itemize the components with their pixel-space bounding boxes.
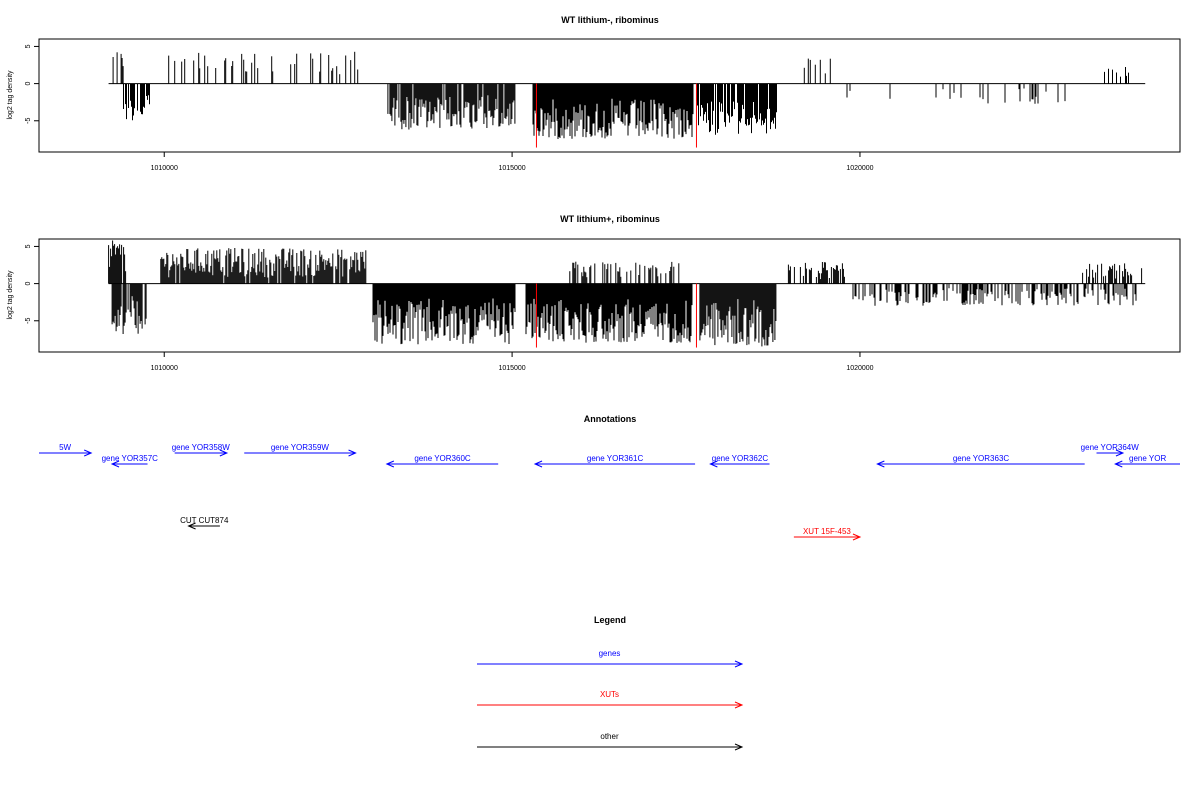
legend-label: XUTs bbox=[600, 690, 619, 699]
annotation-label: gene YOR357C bbox=[102, 454, 159, 463]
annotation-label: gene YOR364W bbox=[1081, 443, 1140, 452]
annotations-title: Annotations bbox=[584, 414, 637, 424]
plot-frame bbox=[38, 238, 1181, 353]
arrowhead-left-icon bbox=[876, 460, 885, 468]
annotation-label: 5W bbox=[59, 443, 71, 452]
annotation-label: XUT 15F-453 bbox=[803, 527, 851, 536]
arrowhead-left-icon bbox=[1114, 460, 1123, 468]
panel-title: WT lithium-, ribominus bbox=[561, 15, 659, 25]
y-tick-label: -5 bbox=[25, 318, 32, 324]
annotation-label: gene YOR bbox=[1129, 454, 1166, 463]
annotation-gene: gene YOR361C bbox=[533, 454, 696, 468]
x-tick-label: 1010000 bbox=[151, 165, 178, 172]
panel-title: WT lithium+, ribominus bbox=[560, 214, 660, 224]
x-tick-label: 1015000 bbox=[498, 365, 525, 372]
annotation-gene: gene YOR359W bbox=[244, 443, 357, 457]
arrowhead-right-icon bbox=[348, 449, 357, 457]
annotation-gene: gene YOR357C bbox=[102, 454, 159, 468]
legend-item-other: other bbox=[477, 732, 744, 751]
annotation-label: gene YOR359W bbox=[271, 443, 330, 452]
density-bars bbox=[108, 51, 1146, 148]
annotation-gene: gene YOR364W bbox=[1081, 443, 1140, 457]
annotation-gene: gene YOR bbox=[1114, 454, 1180, 468]
arrowhead-right-icon bbox=[83, 449, 93, 457]
annotation-label: CUT CUT874 bbox=[180, 516, 229, 525]
arrowhead-right-icon bbox=[852, 533, 862, 541]
legend-item-xuts: XUTs bbox=[477, 690, 744, 709]
plot-frame bbox=[38, 38, 1181, 153]
arrowhead-left-icon bbox=[385, 460, 395, 468]
annotation-other: CUT CUT874 bbox=[180, 516, 229, 530]
x-tick-label: 1020000 bbox=[846, 165, 873, 172]
y-tick-label: 0 bbox=[25, 82, 32, 86]
annotation-xut: XUT 15F-453 bbox=[793, 527, 862, 541]
annotation-gene: gene YOR360C bbox=[385, 454, 499, 468]
annotation-features: 5W gene YOR357C gene YOR358W gene YOR359W ge… bbox=[39, 443, 1180, 541]
x-tick-label: 1020000 bbox=[846, 365, 873, 372]
arrowhead-right-icon bbox=[734, 743, 744, 751]
arrowhead-right-icon bbox=[219, 449, 229, 457]
x-tick-label: 1010000 bbox=[151, 365, 178, 372]
annotation-gene: 5W bbox=[39, 443, 93, 457]
arrowhead-left-icon bbox=[110, 460, 120, 468]
arrowhead-left-icon bbox=[709, 460, 718, 468]
axes: 1010000 1015000 1020000 5 0 -5 bbox=[25, 244, 874, 372]
y-axis-label: log2 tag density bbox=[7, 270, 14, 320]
annotation-label: gene YOR361C bbox=[587, 454, 644, 463]
arrowhead-right-icon bbox=[1115, 449, 1125, 457]
axes: 1010000 1015000 1020000 5 0 -5 bbox=[25, 44, 874, 172]
annotation-gene: gene YOR363C bbox=[876, 454, 1085, 468]
y-tick-label: 5 bbox=[25, 244, 32, 248]
legend-label: genes bbox=[599, 649, 621, 658]
annotation-label: gene YOR362C bbox=[712, 454, 769, 463]
y-tick-label: -5 bbox=[25, 118, 32, 124]
arrowhead-left-icon bbox=[533, 460, 543, 468]
x-tick-label: 1015000 bbox=[498, 165, 525, 172]
annotation-label: gene YOR363C bbox=[953, 454, 1010, 463]
y-axis-label: log2 tag density bbox=[7, 70, 14, 120]
legend-label: other bbox=[600, 732, 619, 741]
arrowhead-right-icon bbox=[734, 660, 744, 668]
annotation-gene: gene YOR358W bbox=[172, 443, 231, 457]
annotation-gene: gene YOR362C bbox=[709, 454, 770, 468]
y-tick-label: 0 bbox=[25, 282, 32, 286]
panel-lithium-minus: WT lithium-, ribominus log2 tag density … bbox=[7, 15, 1181, 172]
panel-lithium-plus: WT lithium+, ribominus log2 tag density … bbox=[7, 214, 1181, 372]
arrowhead-left-icon bbox=[187, 522, 196, 530]
y-tick-label: 5 bbox=[25, 44, 32, 48]
arrowhead-right-icon bbox=[734, 701, 744, 709]
legend: Legend genes XUTs other bbox=[477, 615, 744, 751]
legend-title: Legend bbox=[594, 615, 626, 625]
annotations-track: Annotations 5W gene YOR357C gene YOR358W ge… bbox=[39, 414, 1180, 541]
annotation-label: gene YOR360C bbox=[414, 454, 471, 463]
density-bars bbox=[108, 240, 1146, 348]
legend-item-genes: genes bbox=[477, 649, 744, 668]
legend-items: genes XUTs other bbox=[477, 649, 744, 751]
annotation-label: gene YOR358W bbox=[172, 443, 231, 452]
